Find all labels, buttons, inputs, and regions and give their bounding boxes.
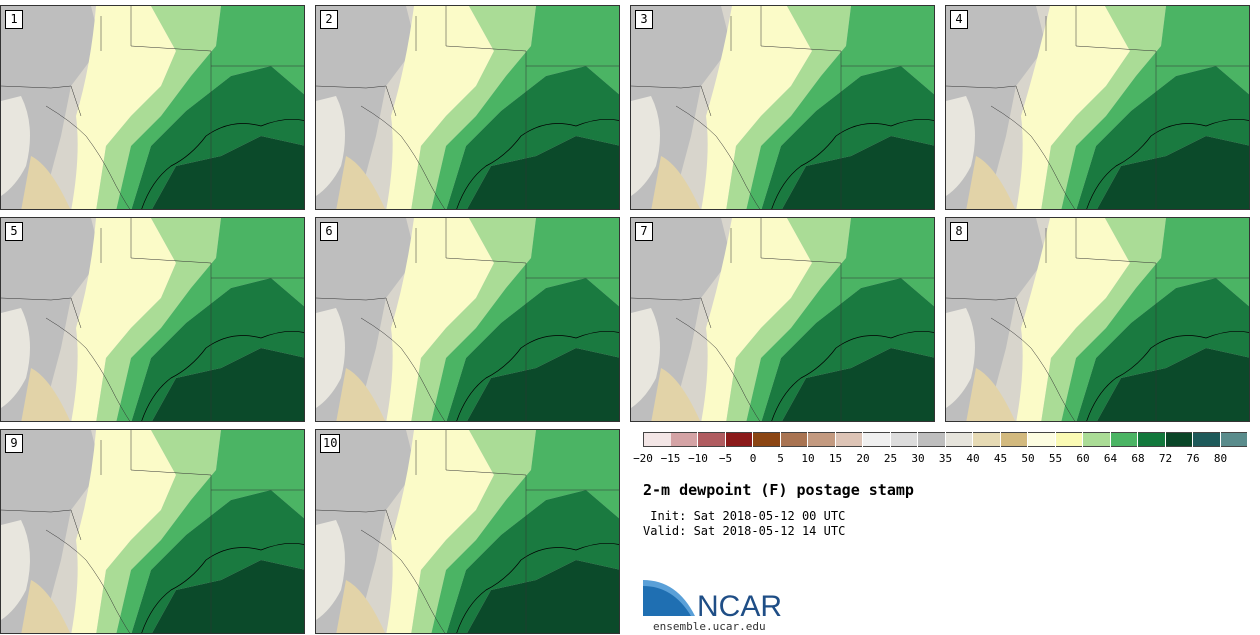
stamp-number: 10 [320,434,341,453]
legend-tick-label: 72 [1158,452,1173,465]
legend-color-swatch [808,432,835,447]
legend-tick-label: 45 [993,452,1008,465]
legend-color-swatch [973,432,1000,447]
legend-color-swatch [890,432,917,447]
legend-tick-label: 64 [1103,452,1118,465]
legend-color-swatch [1055,432,1082,447]
postage-stamp-4: 4 [945,5,1250,210]
legend-color-swatch [1220,432,1247,447]
legend-color-swatch [725,432,752,447]
legend-tick-label: 50 [1021,452,1035,465]
legend-tick-label: 30 [911,452,925,465]
postage-stamp-10: 10 [315,429,620,634]
colorbar-legend: −20 −15 −10 −5 0 5 10 15 20 25 30 35 40 45 50 55 60 64 68 7… [633,432,1249,466]
legend-tick-label: −5 [718,452,733,465]
init-time: Init: Sat 2018-05-12 00 UTC [643,509,846,523]
legend-tick-label: −20 [633,452,653,465]
legend-tick-label: 40 [966,452,980,465]
legend-color-swatch [945,432,972,447]
postage-stamp-8: 8 [945,217,1250,422]
postage-stamp-9: 9 [0,429,305,634]
legend-color-swatch [918,432,945,447]
legend-tick-label: −15 [660,452,681,465]
legend-color-swatch [1028,432,1055,447]
ncar-logo-text: NCAR [697,590,782,620]
legend-tick-label: 35 [938,452,953,465]
legend-tick-label: 55 [1048,452,1063,465]
plot-title: 2-m dewpoint (F) postage stamp [643,481,914,499]
legend-color-swatch [643,432,671,447]
postage-stamp-1: 1 [0,5,305,210]
postage-stamp-6: 6 [315,217,620,422]
legend-color-swatch [698,432,725,447]
legend-tick-label: 10 [801,452,815,465]
legend-color-swatch [780,432,807,447]
legend-tick-label: 25 [883,452,898,465]
stamp-number: 1 [5,10,23,29]
legend-color-swatch [835,432,862,447]
legend-tick-label: 5 [777,452,784,465]
legend-color-swatch [1110,432,1137,447]
legend-tick-label: −10 [688,452,708,465]
stamp-number: 8 [950,222,968,241]
legend-color-swatch [670,432,697,447]
legend-tick-label: 20 [856,452,870,465]
stamp-number: 5 [5,222,23,241]
ncar-logo: NCAR [643,580,793,623]
legend-color-swatch [863,432,890,447]
stamp-number: 6 [320,222,338,241]
legend-tick-label: 15 [828,452,843,465]
postage-stamp-3: 3 [630,5,935,210]
legend-tick-label: 76 [1186,452,1200,465]
legend-color-swatch [1083,432,1110,447]
stamp-number: 7 [635,222,653,241]
legend-tick-label: 80 [1213,452,1228,465]
legend-tick-label: 68 [1131,452,1145,465]
legend-color-swatch [1165,432,1192,447]
legend-color-swatch [1193,432,1220,447]
legend-tick-label: 0 [749,452,757,465]
postage-stamp-2: 2 [315,5,620,210]
legend-tick-label: 60 [1076,452,1090,465]
legend-color-swatch [1138,432,1165,447]
valid-time: Valid: Sat 2018-05-12 14 UTC [643,524,846,538]
legend-color-swatch [1000,432,1027,447]
stamp-number: 3 [635,10,653,29]
stamp-number: 4 [950,10,968,29]
stamp-number: 2 [320,10,338,29]
legend-color-swatch [753,432,780,447]
stamp-number: 9 [5,434,23,453]
postage-stamp-7: 7 [630,217,935,422]
postage-stamp-5: 5 [0,217,305,422]
site-url: ensemble.ucar.edu [653,620,766,633]
